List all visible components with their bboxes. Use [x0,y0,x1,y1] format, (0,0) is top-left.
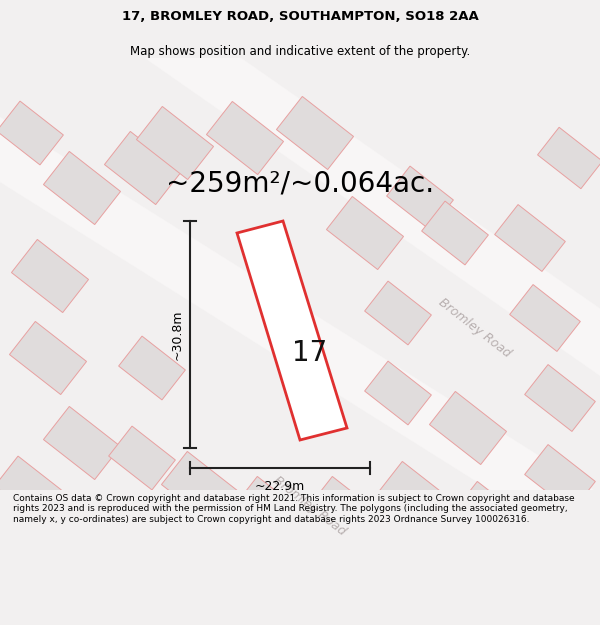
Text: Bromley Road: Bromley Road [271,474,349,538]
Polygon shape [232,476,308,549]
Text: ~259m²/~0.064ac.: ~259m²/~0.064ac. [166,169,434,197]
Text: ~30.8m: ~30.8m [170,309,184,360]
Polygon shape [11,239,89,312]
Polygon shape [365,361,431,425]
Polygon shape [97,491,163,555]
Polygon shape [161,451,239,524]
Polygon shape [451,481,529,554]
Polygon shape [134,6,600,421]
Text: ~22.9m: ~22.9m [255,479,305,492]
Polygon shape [0,101,64,165]
Polygon shape [0,456,61,520]
Polygon shape [509,284,580,351]
Polygon shape [277,96,353,169]
Polygon shape [206,101,284,174]
Polygon shape [119,336,185,400]
Polygon shape [104,131,182,204]
Polygon shape [524,364,595,431]
Text: Contains OS data © Crown copyright and database right 2021. This information is : Contains OS data © Crown copyright and d… [13,494,575,524]
Polygon shape [538,127,600,189]
Polygon shape [376,461,454,534]
Polygon shape [32,496,98,560]
Polygon shape [43,151,121,224]
Text: Map shows position and indicative extent of the property.: Map shows position and indicative extent… [130,45,470,58]
Polygon shape [10,321,86,394]
Polygon shape [237,221,347,440]
Polygon shape [494,204,565,271]
Polygon shape [430,391,506,464]
Text: 17, BROMLEY ROAD, SOUTHAMPTON, SO18 2AA: 17, BROMLEY ROAD, SOUTHAMPTON, SO18 2AA [122,11,478,24]
Polygon shape [136,106,214,179]
Polygon shape [326,196,404,269]
Text: Bromley Road: Bromley Road [436,296,514,360]
Polygon shape [109,426,175,490]
Polygon shape [386,166,454,230]
Polygon shape [524,444,595,511]
Polygon shape [422,201,488,265]
Text: 17: 17 [292,339,328,367]
Polygon shape [307,476,383,549]
Polygon shape [0,95,600,581]
Polygon shape [365,281,431,345]
Polygon shape [43,406,121,479]
